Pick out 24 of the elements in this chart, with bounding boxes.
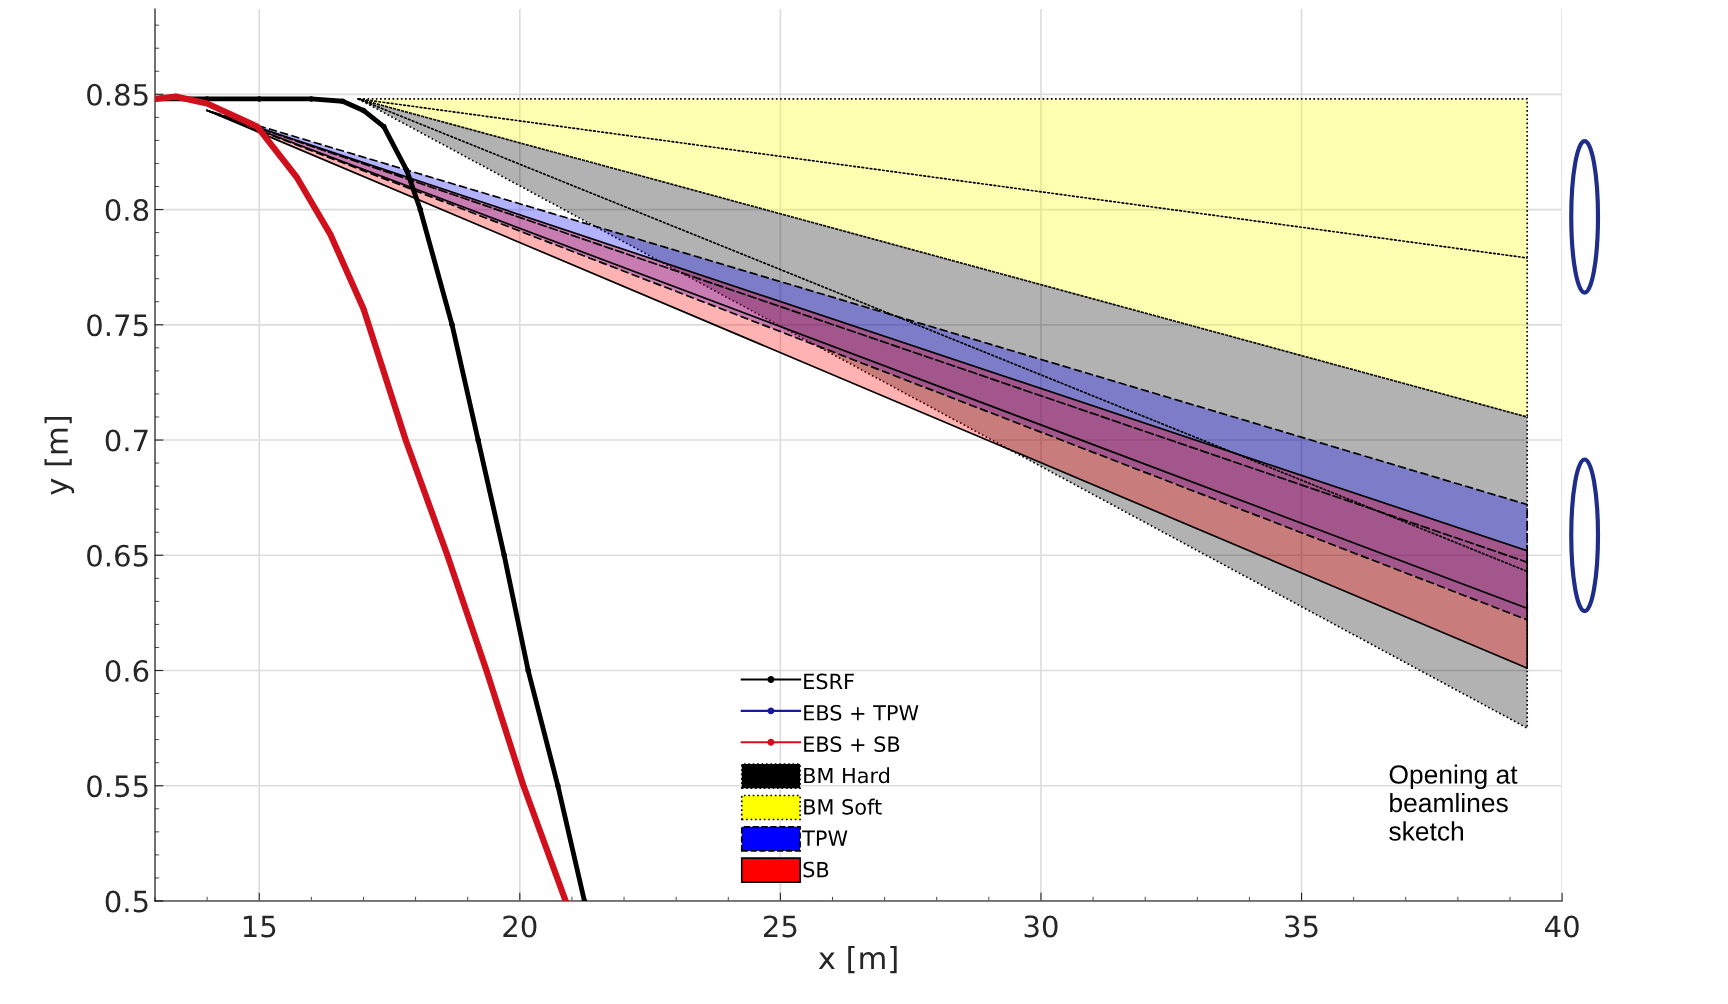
legend-label: SB — [803, 861, 829, 878]
y-tick-label: 0.85 — [87, 83, 148, 106]
x-tick-label: 30 — [1024, 915, 1058, 938]
x-tick-label: 25 — [763, 915, 797, 938]
y-tick-label: 0.65 — [87, 544, 148, 567]
y-tick-label: 0.5 — [105, 890, 148, 913]
y-axis-title: y [m] — [44, 416, 75, 495]
y-tick-label: 0.7 — [105, 429, 148, 452]
y-tick-label: 0.75 — [87, 314, 148, 337]
x-tick-label: 35 — [1285, 915, 1318, 938]
x-tick-label: 40 — [1544, 915, 1579, 938]
legend-label: ESRF — [804, 673, 854, 690]
x-axis-title: x [m] — [818, 945, 897, 974]
x-tick-label: 15 — [243, 915, 276, 938]
legend-label: EBS + TPW — [804, 704, 919, 721]
y-tick-label: 0.6 — [105, 659, 149, 683]
legend-label: EBS + SB — [804, 736, 900, 753]
y-tick-label: 0.55 — [87, 775, 148, 798]
legend-label: TPW — [802, 830, 848, 846]
y-tick-label: 0.8 — [105, 198, 149, 222]
x-tick-label: 20 — [503, 915, 537, 938]
legend-label: BM Soft — [804, 798, 882, 815]
annotation: Opening at beamlines sketch — [1389, 764, 1518, 841]
legend-label: BM Hard — [804, 767, 890, 784]
